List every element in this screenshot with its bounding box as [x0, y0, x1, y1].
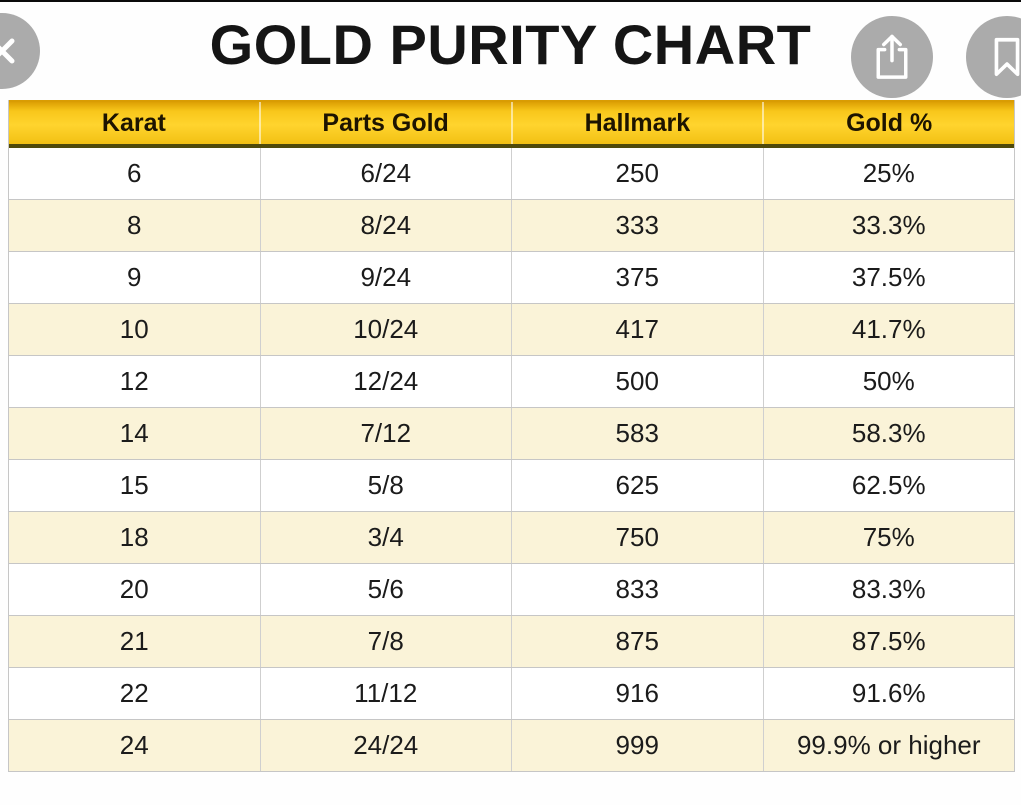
table-cell: 14	[9, 408, 261, 459]
page-title: GOLD PURITY CHART	[209, 13, 812, 76]
table-row: 21 7/8 875 87.5%	[9, 616, 1014, 668]
column-header-parts-gold: Parts Gold	[261, 102, 513, 144]
table-row: 8 8/24 333 33.3%	[9, 200, 1014, 252]
table-cell: 6	[9, 148, 261, 199]
table-header-row: Karat Parts Gold Hallmark Gold %	[9, 100, 1014, 148]
bookmark-icon	[984, 34, 1021, 80]
table-cell: 15	[9, 460, 261, 511]
table-cell: 25%	[862, 158, 915, 188]
table-cell: 833	[512, 564, 764, 615]
table-cell: 3/4	[261, 512, 512, 563]
table-cell: 375	[512, 252, 764, 303]
column-header-karat: Karat	[9, 102, 261, 144]
table-cell: 333	[512, 200, 764, 251]
table-cell: 500	[512, 356, 764, 407]
table-body: 6 6/24 250 25% 8 8/24 333 33.3% 9 9/24 375 37.5% 10 1…	[9, 148, 1014, 772]
table-cell: 20	[9, 564, 261, 615]
table-cell: 62.5%	[851, 470, 926, 500]
table-cell: 24/24	[261, 720, 512, 771]
table-cell: 87.5%	[851, 626, 926, 656]
table-cell: 10	[9, 304, 261, 355]
table-cell: 24	[9, 720, 261, 771]
table-cell: 11/12	[261, 668, 512, 719]
table-cell: 999	[512, 720, 764, 771]
gold-purity-table: Karat Parts Gold Hallmark Gold % 6 6/24 25…	[8, 100, 1015, 772]
table-cell: 75%	[862, 522, 915, 552]
table-cell: 22	[9, 668, 261, 719]
close-icon	[0, 31, 22, 71]
table-cell: 875	[512, 616, 764, 667]
table-row: 9 9/24 375 37.5%	[9, 252, 1014, 304]
table-cell: 83.3%	[851, 574, 926, 604]
table-cell: 7/12	[261, 408, 512, 459]
table-cell: 37.5%	[851, 262, 926, 292]
table-cell: 91.6%	[851, 678, 926, 708]
table-cell: 583	[512, 408, 764, 459]
table-cell: 417	[512, 304, 764, 355]
table-cell: 99.9% or higher	[796, 730, 981, 760]
table-cell: 33.3%	[851, 210, 926, 240]
table-cell: 18	[9, 512, 261, 563]
table-cell: 5/6	[261, 564, 512, 615]
table-row: 10 10/24 417 41.7%	[9, 304, 1014, 356]
table-cell: 7/8	[261, 616, 512, 667]
share-button[interactable]	[851, 16, 933, 98]
table-cell: 5/8	[261, 460, 512, 511]
table-cell: 250	[512, 148, 764, 199]
table-cell: 41.7%	[851, 314, 926, 344]
table-cell: 58.3%	[851, 418, 926, 448]
table-cell: 8/24	[261, 200, 512, 251]
table-cell: 21	[9, 616, 261, 667]
table-cell: 9/24	[261, 252, 512, 303]
table-row: 18 3/4 750 75%	[9, 512, 1014, 564]
table-row: 14 7/12 583 58.3%	[9, 408, 1014, 460]
table-row: 15 5/8 625 62.5%	[9, 460, 1014, 512]
table-row: 24 24/24 999 99.9% or higher	[9, 720, 1014, 772]
table-cell: 50%	[862, 366, 915, 396]
table-cell: 12/24	[261, 356, 512, 407]
table-row: 20 5/6 833 83.3%	[9, 564, 1014, 616]
table-cell: 750	[512, 512, 764, 563]
table-cell: 625	[512, 460, 764, 511]
table-cell: 8	[9, 200, 261, 251]
table-cell: 9	[9, 252, 261, 303]
column-header-gold-pct: Gold %	[846, 108, 933, 137]
table-row: 12 12/24 500 50%	[9, 356, 1014, 408]
table-row: 22 11/12 916 91.6%	[9, 668, 1014, 720]
table-cell: 6/24	[261, 148, 512, 199]
column-header-hallmark: Hallmark	[513, 102, 765, 144]
share-icon	[870, 33, 914, 81]
table-cell: 12	[9, 356, 261, 407]
table-cell: 916	[512, 668, 764, 719]
table-row: 6 6/24 250 25%	[9, 148, 1014, 200]
table-cell: 10/24	[261, 304, 512, 355]
screen-top-edge	[0, 0, 1021, 2]
